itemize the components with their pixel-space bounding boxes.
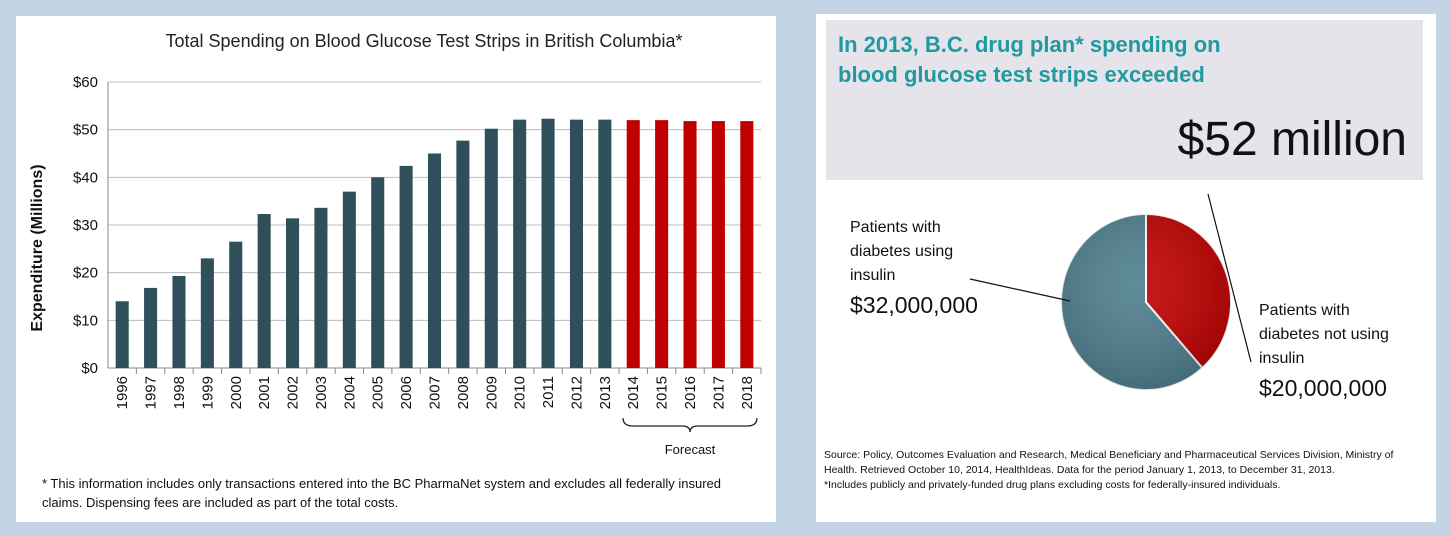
headline: In 2013, B.C. drug plan* spending on blo…: [838, 30, 1398, 90]
x-tick-label: 2002: [285, 376, 302, 409]
forecast-label: Forecast: [665, 442, 716, 457]
x-tick-label: 2011: [540, 376, 557, 408]
bar-2000: [229, 241, 243, 368]
x-tick-label: 2018: [739, 376, 756, 409]
spending-pie-chart: Patients with diabetes using insulin $32…: [850, 194, 1393, 401]
bar-2002: [286, 218, 300, 368]
y-tick-label: $10: [73, 312, 98, 329]
x-tick-label: 2013: [597, 376, 614, 409]
forecast-bar-2018: [740, 121, 754, 368]
no-insulin-label: Patients with diabetes not using insulin: [1259, 302, 1393, 367]
spending-bar-chart: Total Spending on Blood Glucose Test Str…: [29, 31, 762, 457]
bar-2001: [257, 214, 271, 368]
bar-2006: [399, 165, 413, 368]
bar-2005: [371, 177, 385, 368]
x-tick-label: 2017: [710, 376, 727, 409]
bar-2004: [342, 191, 356, 368]
x-tick-label: 2010: [512, 376, 529, 409]
chart-title: Total Spending on Blood Glucose Test Str…: [166, 31, 683, 51]
x-tick-label: 2007: [427, 376, 444, 409]
x-tick-label: 2003: [313, 376, 330, 409]
y-axis-label: Expenditure (Millions): [29, 164, 46, 331]
x-tick-label: 2008: [455, 376, 472, 409]
forecast-bar-2016: [683, 121, 697, 368]
x-tick-label: 2005: [370, 376, 387, 409]
forecast-bar-2017: [711, 121, 725, 368]
chart-footnote: * This information includes only transac…: [42, 476, 721, 510]
x-tick-label: 2015: [654, 376, 671, 409]
no-insulin-leader-line: [1207, 194, 1252, 363]
x-tick-label: 2014: [625, 376, 642, 409]
bar-2010: [513, 119, 527, 368]
bar-2012: [569, 119, 583, 368]
y-tick-label: $0: [81, 360, 98, 377]
x-tick-label: 1996: [114, 376, 131, 409]
bar-1998: [172, 276, 186, 368]
y-tick-label: $50: [73, 122, 98, 139]
forecast-bracket: [622, 417, 758, 433]
bar-2009: [484, 128, 498, 368]
insulin-leader-line: [969, 278, 1071, 302]
bar-1999: [200, 258, 214, 368]
y-tick-label: $40: [73, 169, 98, 186]
spending-chart-panel: Total Spending on Blood Glucose Test Str…: [16, 16, 776, 522]
x-tick-label: 2004: [341, 376, 358, 409]
source-note: Source: Policy, Outcomes Evaluation and …: [824, 448, 1429, 493]
headline-line-1: In 2013, B.C. drug plan* spending on: [838, 32, 1221, 57]
y-tick-label: $30: [73, 217, 98, 234]
source-citation: Source: Policy, Outcomes Evaluation and …: [824, 449, 1394, 476]
bar-1996: [115, 301, 129, 368]
x-tick-label: 2016: [682, 376, 699, 409]
insulin-value: $32,000,000: [850, 292, 978, 318]
forecast-bar-2015: [655, 120, 669, 368]
x-tick-label: 1998: [171, 376, 188, 409]
x-tick-label: 2000: [228, 376, 245, 409]
insulin-label: Patients with diabetes using insulin: [850, 219, 958, 284]
x-tick-label: 2006: [398, 376, 415, 409]
bar-1997: [144, 287, 158, 368]
forecast-bar-2014: [626, 120, 640, 368]
total-amount: $52 million: [1177, 113, 1407, 166]
summary-panel: In 2013, B.C. drug plan* spending on blo…: [816, 14, 1436, 522]
bar-2008: [456, 140, 470, 368]
x-tick-label: 1997: [143, 376, 160, 409]
highlight-box: In 2013, B.C. drug plan* spending on blo…: [826, 20, 1423, 180]
y-tick-label: $20: [73, 265, 98, 282]
y-tick-label: $60: [73, 74, 98, 91]
plan-footnote: *Includes publicly and privately-funded …: [824, 479, 1281, 491]
x-tick-label: 2001: [256, 376, 273, 409]
x-tick-label: 2012: [568, 376, 585, 409]
bar-2013: [598, 119, 612, 368]
headline-line-2: blood glucose test strips exceeded: [838, 62, 1205, 87]
x-tick-label: 2009: [483, 376, 500, 409]
bar-2003: [314, 207, 328, 368]
x-tick-label: 1999: [199, 376, 216, 409]
bar-2007: [427, 153, 442, 368]
bar-2011: [541, 118, 555, 368]
pie-shading: [1061, 214, 1231, 390]
no-insulin-value: $20,000,000: [1259, 375, 1387, 401]
